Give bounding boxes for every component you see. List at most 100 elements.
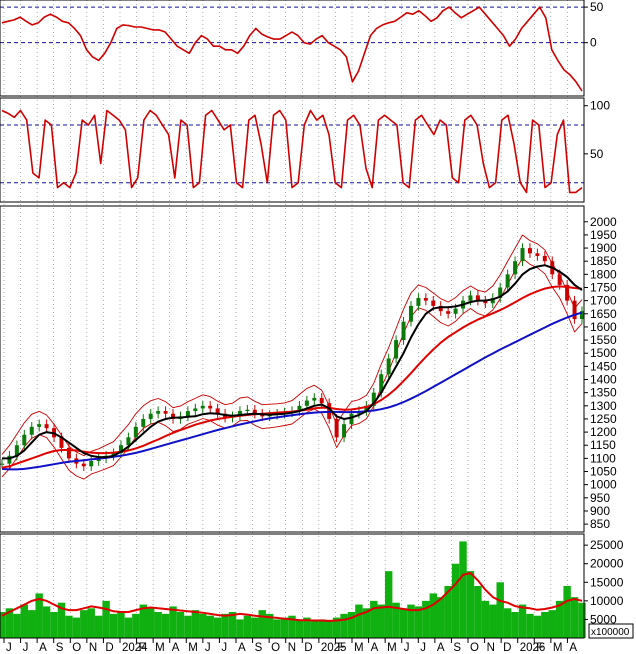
volume-bar [414,606,423,638]
volume-bar [169,606,177,638]
x-tick-label: 2024 [122,642,148,654]
x-tick-label: 2026 [520,642,546,654]
candle-body [371,392,376,406]
x-tick-label: A [569,642,577,654]
volume-tick-label: 5000 [590,612,617,626]
volume-bar [481,600,490,638]
candle-body [342,424,347,438]
volume-tick-label: 10000 [590,594,624,608]
volume-bar [13,613,21,638]
volume-bar [206,615,214,638]
volume-tick-label: 20000 [590,557,624,571]
x-tick-label: N [89,642,97,654]
volume-bar [28,610,36,638]
candle-body [401,321,406,341]
volume-bar [429,593,437,638]
volume-bar [511,612,519,638]
oscillator-tick-label: 50 [590,0,604,14]
volume-bar [489,604,497,638]
candle-body [416,298,421,306]
volume-bar [392,602,400,638]
volume-bar [384,571,393,638]
volume-bar [533,615,542,638]
chart-panes [0,0,586,639]
volume-bar [570,597,579,638]
volume-bar [50,612,58,638]
candle-body [66,447,71,459]
candle-body [237,411,242,417]
volume-bar [20,604,29,638]
volume-bar [117,612,125,638]
price-tick-label: 1300 [590,399,617,413]
price-tick-label: 2000 [590,215,617,229]
candle-body [304,400,309,406]
volume-bar [526,613,534,638]
volume-bar [109,613,118,638]
candle-body [14,445,19,456]
x-tick-label: S [453,642,461,654]
volume-unit-box: x100000 [588,623,634,639]
bollinger-upper-line [1,234,583,457]
candle-body [483,300,488,304]
volume-pane-frame [0,533,585,639]
candle-body [215,408,220,414]
price-tick-label: 1700 [590,294,617,308]
x-tick-label: A [437,642,445,654]
candle-body [490,298,495,304]
volume-tick-label: 15000 [590,575,624,589]
volume-bar [213,617,222,638]
candle-body [364,405,369,412]
candle-body [0,463,4,465]
volume-bar [265,613,274,638]
x-tick-label: J [221,642,227,654]
volume-bar [347,612,356,638]
volume-bar [228,612,237,638]
volume-bar [355,604,363,638]
x-tick-label: J [23,642,29,654]
volume-bar [288,615,296,638]
volume-bar [139,604,147,638]
x-tick-label: O [470,642,479,654]
volume-bar [251,617,259,638]
candle-body [468,295,473,301]
price-tick-label: 1050 [590,465,617,479]
candle-body [96,458,101,462]
candle-body [379,374,384,393]
candle-body [81,463,86,467]
x-tick-label: M [188,642,198,654]
price-tick-label: 1900 [590,241,617,255]
price-tick-label: 1750 [590,281,617,295]
candle-body [163,411,168,414]
price-tick-label: 1650 [590,307,617,321]
candle-body [7,455,12,464]
volume-bar [503,608,512,638]
volume-bar [444,586,452,638]
candle-body [557,274,562,285]
x-tick-label: A [238,642,246,654]
stochastic-pane-frame [0,97,585,203]
price-tick-label: 1450 [590,359,617,373]
price-tick-label: 1150 [590,438,616,452]
candle-body [111,453,116,456]
volume-bar [273,619,281,638]
x-tick-label: D [105,642,113,654]
candle-body [580,311,584,320]
x-tick-label: O [72,642,81,654]
volume-bar [199,613,207,638]
volume-bar [258,610,266,638]
price-pane-frame [0,205,585,533]
candle-body [527,248,532,254]
candle-body [394,340,399,359]
volume-bar [35,593,43,638]
x-tick-label: M [387,642,397,654]
volume-bar [191,610,200,638]
candle-body [535,253,540,256]
oscillator-line [1,6,583,92]
candle-body [513,261,518,275]
candle-body [89,461,94,467]
volume-bar [57,602,66,638]
candle-body [572,300,577,320]
volume-bar [0,612,6,638]
